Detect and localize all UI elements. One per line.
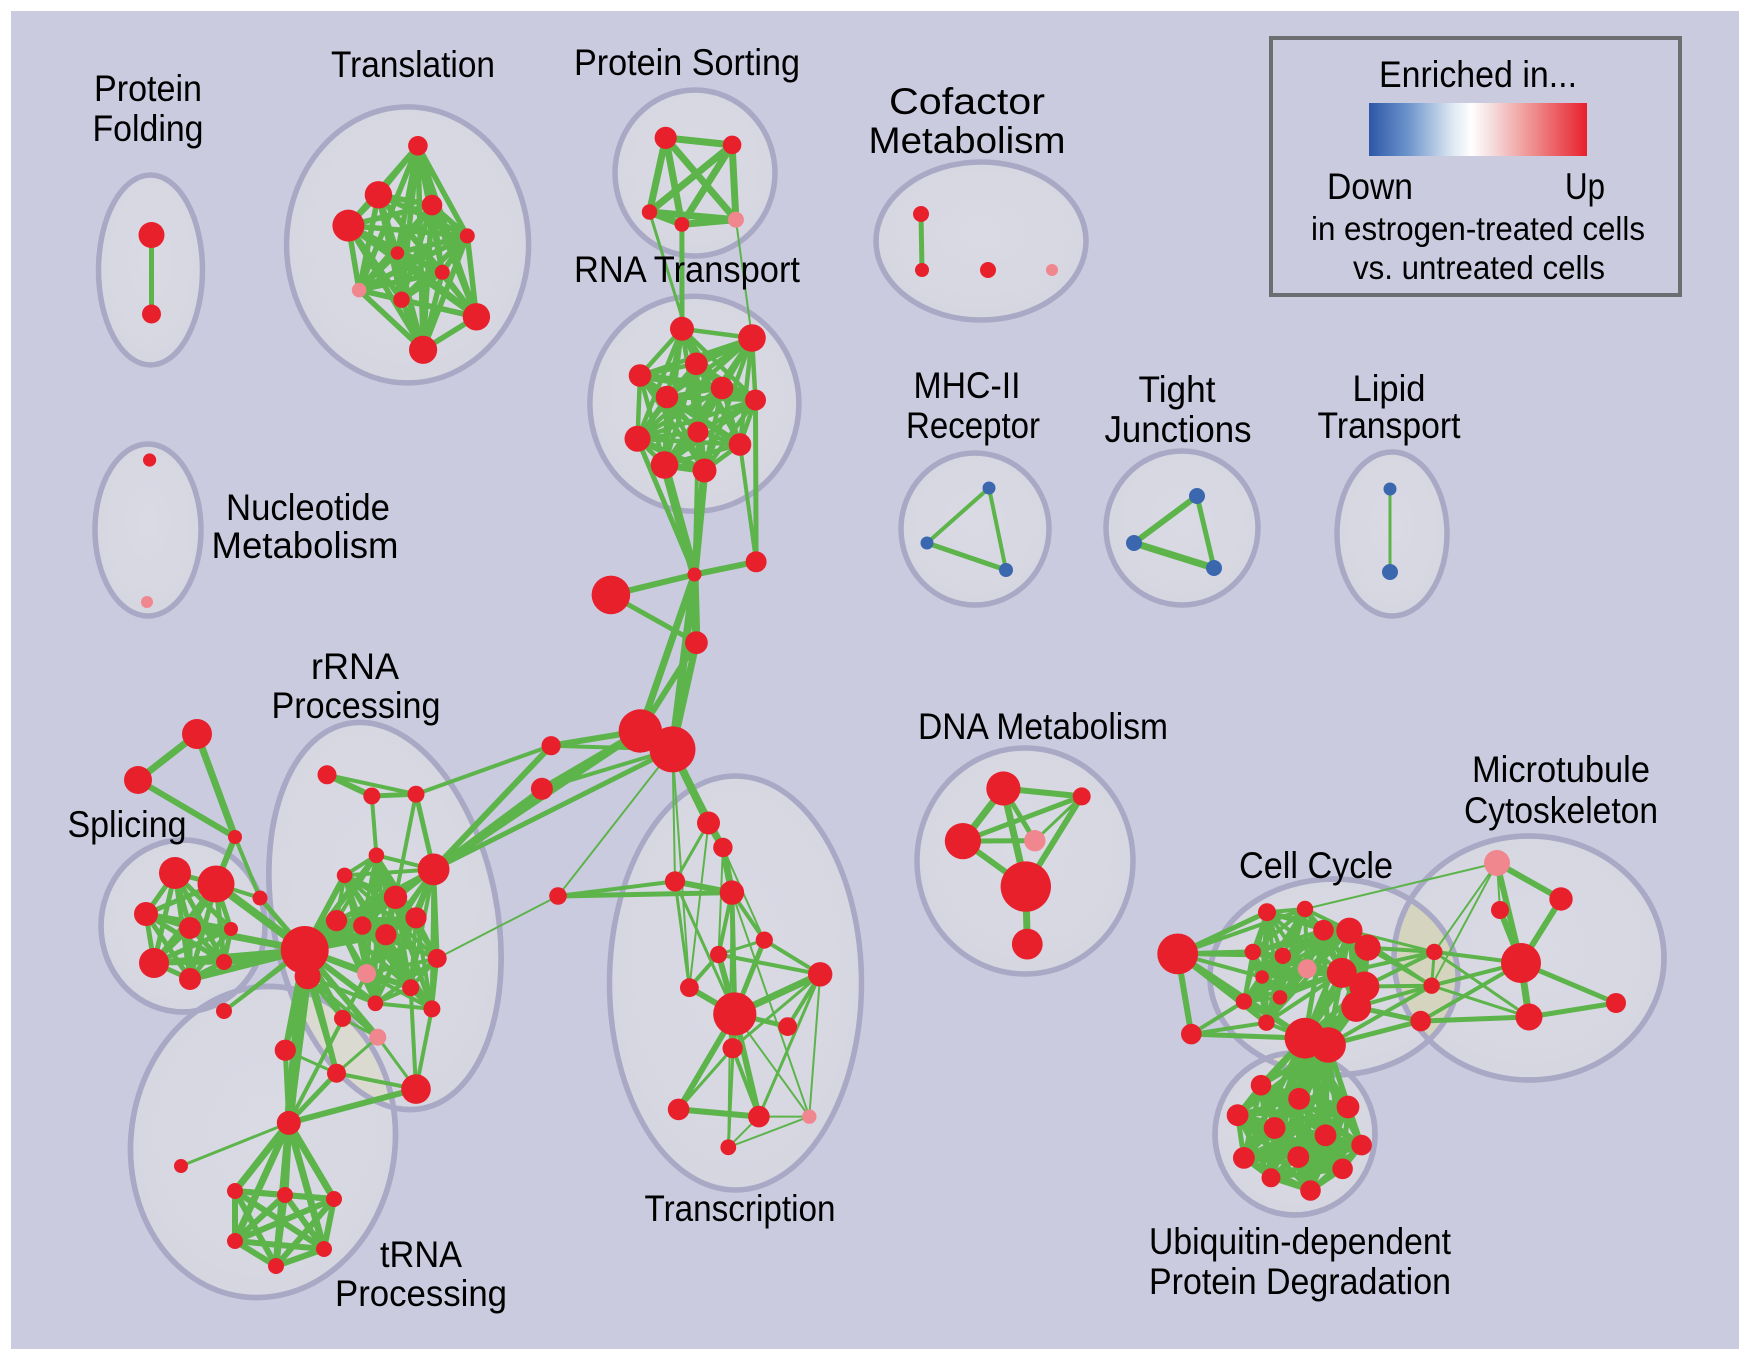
svg-text:Up: Up — [1565, 166, 1605, 207]
svg-text:Nucleotide: Nucleotide — [226, 487, 390, 528]
svg-text:Cofactor: Cofactor — [889, 81, 1045, 122]
svg-text:Metabolism: Metabolism — [869, 120, 1066, 161]
svg-text:Cytoskeleton: Cytoskeleton — [1464, 790, 1658, 831]
svg-text:Protein Degradation: Protein Degradation — [1149, 1261, 1451, 1302]
svg-text:DNA Metabolism: DNA Metabolism — [918, 706, 1168, 747]
svg-text:Processing: Processing — [272, 685, 441, 726]
svg-text:Folding: Folding — [93, 108, 204, 149]
svg-text:Protein: Protein — [94, 68, 202, 109]
svg-text:Transcription: Transcription — [645, 1188, 836, 1229]
svg-text:MHC-II: MHC-II — [914, 365, 1021, 406]
svg-text:Splicing: Splicing — [68, 804, 187, 845]
svg-text:in estrogen-treated cells: in estrogen-treated cells — [1311, 210, 1645, 247]
svg-text:Cell Cycle: Cell Cycle — [1239, 845, 1393, 886]
svg-text:Receptor: Receptor — [906, 405, 1040, 446]
svg-text:Enriched in...: Enriched in... — [1379, 54, 1577, 95]
svg-text:Ubiquitin-dependent: Ubiquitin-dependent — [1149, 1221, 1452, 1262]
svg-text:vs. untreated cells: vs. untreated cells — [1353, 249, 1605, 286]
svg-text:Down: Down — [1327, 166, 1413, 207]
svg-text:Junctions: Junctions — [1105, 409, 1252, 450]
svg-text:Processing: Processing — [335, 1273, 507, 1314]
svg-text:Protein Sorting: Protein Sorting — [574, 42, 800, 83]
svg-text:Microtubule: Microtubule — [1472, 749, 1650, 790]
svg-text:Lipid: Lipid — [1353, 368, 1426, 409]
svg-text:tRNA: tRNA — [380, 1234, 462, 1275]
svg-text:RNA Transport: RNA Transport — [574, 249, 801, 290]
svg-text:Tight: Tight — [1139, 369, 1217, 410]
svg-text:Translation: Translation — [331, 44, 495, 85]
svg-text:Transport: Transport — [1318, 405, 1462, 446]
svg-text:Metabolism: Metabolism — [212, 525, 399, 566]
svg-text:rRNA: rRNA — [311, 646, 399, 687]
